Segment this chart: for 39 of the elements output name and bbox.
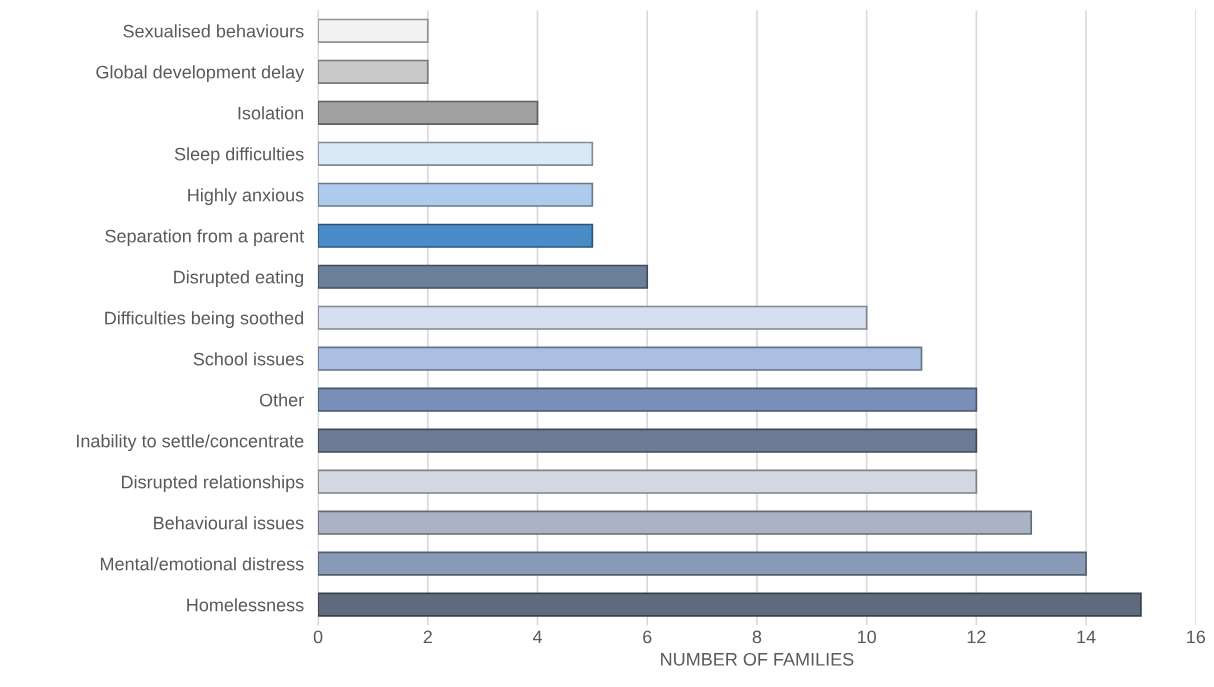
bar: [318, 223, 594, 248]
y-tick-label: Highly anxious: [188, 188, 304, 206]
bar: [318, 346, 923, 371]
x-tick-label: 4: [532, 630, 542, 644]
bar: [318, 592, 1142, 617]
bar: [318, 387, 978, 412]
bar: [318, 551, 1087, 576]
x-tick-label: 6: [643, 630, 652, 644]
bar: [318, 141, 594, 166]
bar: [318, 428, 978, 453]
y-tick-label: Global development delay: [96, 65, 305, 83]
y-tick-label: Behavioural issues: [154, 516, 304, 530]
x-tick-label: 8: [752, 630, 762, 644]
y-tick-label: School issues: [193, 352, 304, 366]
y-tick-label: Other: [259, 393, 304, 407]
y-tick-label: Inability to settle/concentrate: [77, 434, 304, 451]
y-tick-label: Disrupted eating: [174, 270, 304, 288]
bar: [318, 264, 649, 289]
y-tick-label: Sleep difficulties: [174, 147, 304, 165]
bar: [318, 182, 594, 207]
bar: [318, 510, 1033, 535]
y-tick-label: Isolation: [238, 106, 304, 120]
x-tick-label: 14: [1077, 630, 1096, 644]
y-tick-label: Homelessness: [187, 598, 304, 612]
x-tick-label: 0: [313, 630, 323, 644]
y-tick-label: Mental/emotional distress: [100, 557, 304, 571]
x-axis-title: NUMBER OF FAMILIES: [661, 652, 854, 666]
y-tick-label: Separation from a parent: [105, 229, 305, 247]
x-tick-label: 12: [967, 630, 986, 644]
x-tick-label: 2: [423, 630, 432, 644]
bar: [318, 305, 868, 330]
y-tick-label: Sexualised behaviours: [123, 24, 304, 38]
y-tick-label: Difficulties being soothed: [105, 311, 304, 329]
x-tick-label: 10: [857, 630, 876, 644]
y-tick-label: Disrupted relationships: [122, 475, 304, 492]
x-tick-label: 16: [1187, 630, 1206, 644]
bar: [318, 59, 429, 84]
bar: [318, 100, 539, 125]
bar: [318, 18, 429, 43]
